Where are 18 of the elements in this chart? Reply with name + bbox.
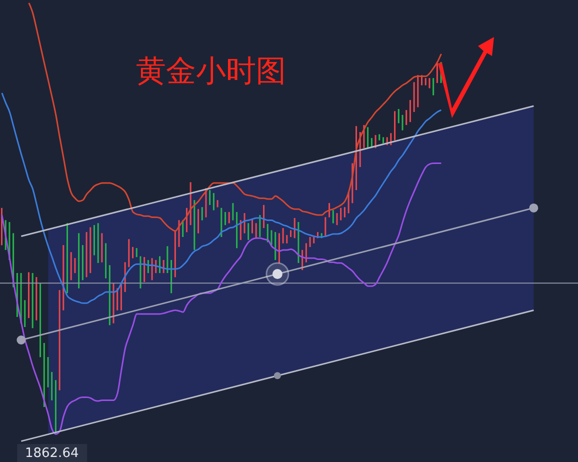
chart-title: 黄金小时图 — [136, 54, 286, 90]
candlestick — [212, 192, 214, 211]
candlestick — [406, 110, 408, 126]
candlestick — [201, 206, 203, 221]
candlestick — [409, 100, 411, 123]
candlestick — [74, 258, 76, 274]
candlestick — [436, 62, 438, 84]
candlestick — [255, 222, 257, 239]
candlestick — [259, 214, 261, 238]
candlestick — [282, 228, 284, 244]
candlestick — [248, 222, 250, 240]
candlestick — [232, 202, 234, 221]
candlestick — [209, 190, 211, 206]
candlestick — [367, 126, 369, 149]
candlestick — [240, 220, 242, 240]
candlestick — [432, 78, 434, 96]
text: 1862.64 — [16, 444, 87, 462]
candlestick — [332, 210, 334, 224]
